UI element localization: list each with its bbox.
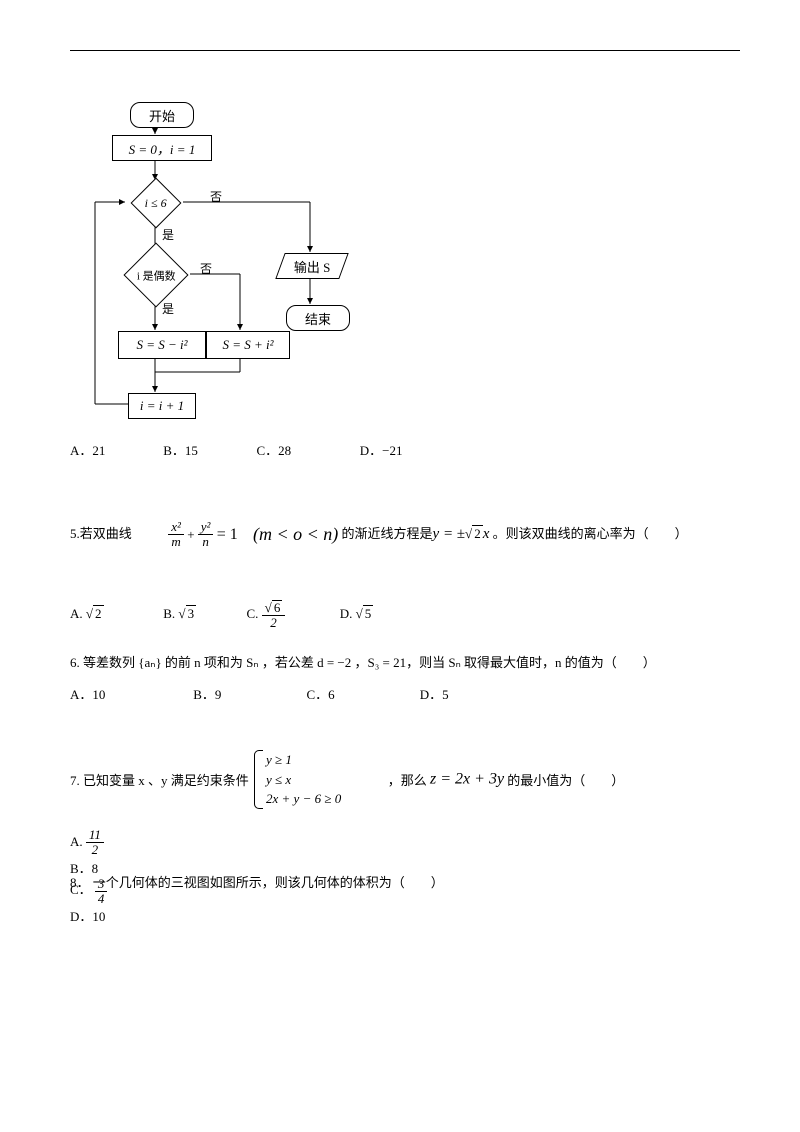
q8-text: 8． 一个几何体的三视图如图所示，则该几何体的体积为（ ） <box>70 875 444 890</box>
q5-asym-sqrt-rad: 2 <box>472 525 483 541</box>
q4-optA: A．21 <box>70 440 160 459</box>
fc-s-minus: S = S − i² <box>118 331 206 359</box>
fc-cond1-yes: 是 <box>162 226 174 243</box>
fc-output: 输出 S <box>275 253 348 279</box>
q5-suffix: 。则该双曲线的离心率为（ ） <box>493 526 688 541</box>
q6-optB: B．9 <box>193 684 303 703</box>
q7-optA-den: 2 <box>86 843 104 857</box>
q7-mid: ，那么 <box>388 773 427 788</box>
q5-prefix: 5.若双曲线 <box>70 526 132 541</box>
q5-optA-val: 2 <box>93 605 104 622</box>
q5-plus: + <box>187 527 198 542</box>
q7-line2: y ≤ x <box>266 770 341 790</box>
q7-prefix: 7. 已知变量 x 、y 满足约束条件 <box>70 773 249 788</box>
fc-end-label: 结束 <box>305 309 331 328</box>
fc-cond1-no: 否 <box>210 188 222 205</box>
q5-frac1: x² m <box>168 520 184 550</box>
q5-optC-num: 6 <box>272 600 283 615</box>
top-rule <box>70 50 740 51</box>
fc-s-plus-label: S = S + i² <box>222 337 273 353</box>
q5-optB-val: 3 <box>186 605 197 622</box>
q5-optA: A. 2 <box>70 605 160 622</box>
q5-frac1-num: x² <box>168 520 184 535</box>
q4-options: A．21 B．15 C．28 D．−21 <box>70 440 740 459</box>
q7-line3: 2x + y − 6 ≥ 0 <box>266 789 341 809</box>
q5-frac1-den: m <box>168 535 184 549</box>
q4-optB: B．15 <box>163 440 253 459</box>
q5-eqrhs: = 1 <box>217 526 238 543</box>
q7-optD: D．10 <box>70 906 180 925</box>
fc-cond1-label: i ≤ 6 <box>145 195 167 210</box>
q5-mid: 的渐近线方程是 <box>342 526 433 541</box>
q6: 6. 等差数列 {aₙ} 的前 n 项和为 Sₙ ，若公差 d = −2 ，S₃… <box>70 652 740 671</box>
q5-optD-label: D. <box>340 606 353 622</box>
q7-optC-den: 4 <box>95 892 108 906</box>
q5-frac2-den: n <box>198 535 214 549</box>
q7: 7. 已知变量 x 、y 满足约束条件 y ≥ 1 y ≤ x 2x + y −… <box>70 750 740 809</box>
fc-s-minus-label: S = S − i² <box>136 337 187 353</box>
fc-start: 开始 <box>130 102 194 128</box>
fc-start-label: 开始 <box>149 106 175 125</box>
flowchart: 开始 S = 0，i = 1 i ≤ 6 否 是 i 是偶数 否 是 S = S… <box>80 102 380 442</box>
q4-optD: D．−21 <box>360 440 450 459</box>
fc-cond2-no: 否 <box>200 260 212 277</box>
q6-optA: A．10 <box>70 684 190 703</box>
q5: 5.若双曲线 x² m + y² n = 1 (m < o < n) 的渐近线方… <box>70 520 740 550</box>
q5-optA-label: A. <box>70 606 83 622</box>
q6-text: 6. 等差数列 {aₙ} 的前 n 项和为 Sₙ ，若公差 d = −2 ，S₃… <box>70 655 656 670</box>
q8: 8． 一个几何体的三视图如图所示，则该几何体的体积为（ ） <box>70 872 740 891</box>
q6-options: A．10 B．9 C．6 D．5 <box>70 684 740 703</box>
fc-cond2-yes: 是 <box>162 300 174 317</box>
q7-optA-num: 11 <box>86 828 104 843</box>
fc-output-label: 输出 S <box>294 257 330 276</box>
q5-frac2-num: y² <box>198 520 214 535</box>
q7-suffix: 的最小值为（ ） <box>507 773 624 788</box>
fc-end: 结束 <box>286 305 350 331</box>
q5-optD: D. 5 <box>340 605 430 622</box>
q5-optC: C. 6 2 <box>247 600 337 631</box>
fc-incr: i = i + 1 <box>128 393 196 419</box>
q5-cond: (m < o < n) <box>253 524 338 544</box>
fc-s-plus: S = S + i² <box>206 331 290 359</box>
q4-optC: C．28 <box>257 440 357 459</box>
q5-optC-label: C. <box>247 606 259 622</box>
q7-brace: y ≥ 1 y ≤ x 2x + y − 6 ≥ 0 <box>252 750 341 809</box>
q5-asym-eq: y = ± <box>433 526 466 542</box>
q7-obj: z = 2x + 3y <box>430 770 504 787</box>
q5-frac2: y² n <box>198 520 214 550</box>
q5-optB-label: B. <box>163 606 175 622</box>
fc-init-label: S = 0，i = 1 <box>129 139 196 158</box>
page-root: 开始 S = 0，i = 1 i ≤ 6 否 是 i 是偶数 否 是 S = S… <box>0 0 800 1132</box>
fc-incr-label: i = i + 1 <box>140 398 184 414</box>
q5-optC-num-wrap: 6 <box>262 600 286 616</box>
q5-optD-val: 5 <box>363 605 374 622</box>
q5-asym-sqrt: 2 <box>465 526 483 542</box>
q6-optC: C．6 <box>307 684 417 703</box>
q7-line1: y ≥ 1 <box>266 750 341 770</box>
q5-optB: B. 3 <box>163 605 243 622</box>
fc-cond2-label: i 是偶数 <box>137 267 176 283</box>
q5-asym-x: x <box>483 526 490 542</box>
q6-optD: D．5 <box>420 684 530 703</box>
q7-optA-label: A. <box>70 834 83 850</box>
fc-init: S = 0，i = 1 <box>112 135 212 161</box>
q5-optC-den: 2 <box>262 616 286 630</box>
q5-options: A. 2 B. 3 C. 6 2 D. 5 <box>70 600 740 631</box>
